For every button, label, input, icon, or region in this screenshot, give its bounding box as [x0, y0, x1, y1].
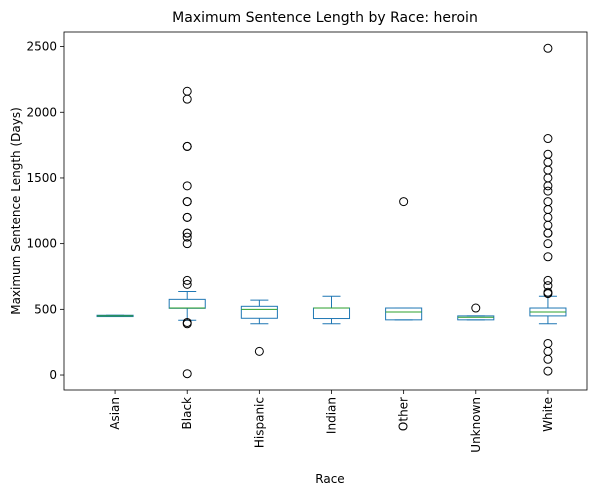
x-axis-label: Race	[315, 472, 344, 486]
y-tick-label: 500	[34, 302, 57, 316]
plot-frame	[63, 31, 588, 391]
y-tick-label: 2000	[26, 105, 57, 119]
flier	[182, 369, 192, 379]
chart-title: Maximum Sentence Length by Race: heroin	[172, 10, 478, 26]
flier	[182, 279, 192, 289]
y-tick-label: 1000	[26, 237, 57, 251]
x-tick-label: White	[541, 397, 555, 432]
x-tick-label: Unknown	[469, 397, 483, 453]
box	[312, 307, 351, 320]
x-tick-label: Black	[180, 397, 194, 430]
flier	[543, 186, 553, 196]
flier	[254, 346, 264, 356]
flier	[543, 346, 553, 356]
flier	[543, 149, 553, 159]
x-tick-label: Asian	[108, 397, 122, 430]
flier	[182, 232, 192, 242]
x-tick-label: Indian	[325, 397, 339, 434]
flier	[543, 275, 553, 285]
y-tick-label: 0	[49, 368, 57, 382]
flier	[543, 204, 553, 214]
flier	[543, 173, 553, 183]
x-tick-label: Other	[397, 397, 411, 431]
flier	[543, 165, 553, 175]
flier	[543, 220, 553, 230]
flier	[543, 239, 553, 249]
box	[168, 298, 206, 309]
flier	[543, 338, 553, 348]
flier	[182, 275, 192, 285]
flier	[543, 197, 553, 207]
flier	[471, 303, 481, 313]
flier	[182, 239, 192, 249]
y-tick-label: 2500	[26, 40, 57, 54]
y-axis-label: Maximum Sentence Length (Days)	[9, 107, 23, 315]
box	[457, 315, 495, 321]
x-tick-label: Hispanic	[252, 397, 266, 448]
flier	[543, 354, 553, 364]
flier	[182, 319, 192, 329]
flier	[182, 197, 192, 207]
flier	[182, 228, 192, 238]
flier	[182, 141, 192, 151]
flier	[182, 212, 192, 222]
flier	[399, 197, 409, 207]
flier	[182, 94, 192, 104]
flier	[543, 289, 553, 299]
flier	[543, 181, 553, 191]
y-tick-label: 1500	[26, 171, 57, 185]
flier	[543, 228, 553, 238]
flier	[543, 134, 553, 144]
box	[240, 305, 278, 319]
flier	[543, 212, 553, 222]
flier	[182, 181, 192, 191]
flier	[543, 252, 553, 262]
flier	[182, 86, 192, 96]
flier	[543, 43, 553, 53]
flier	[543, 366, 553, 376]
box	[385, 307, 423, 321]
flier	[543, 157, 553, 167]
